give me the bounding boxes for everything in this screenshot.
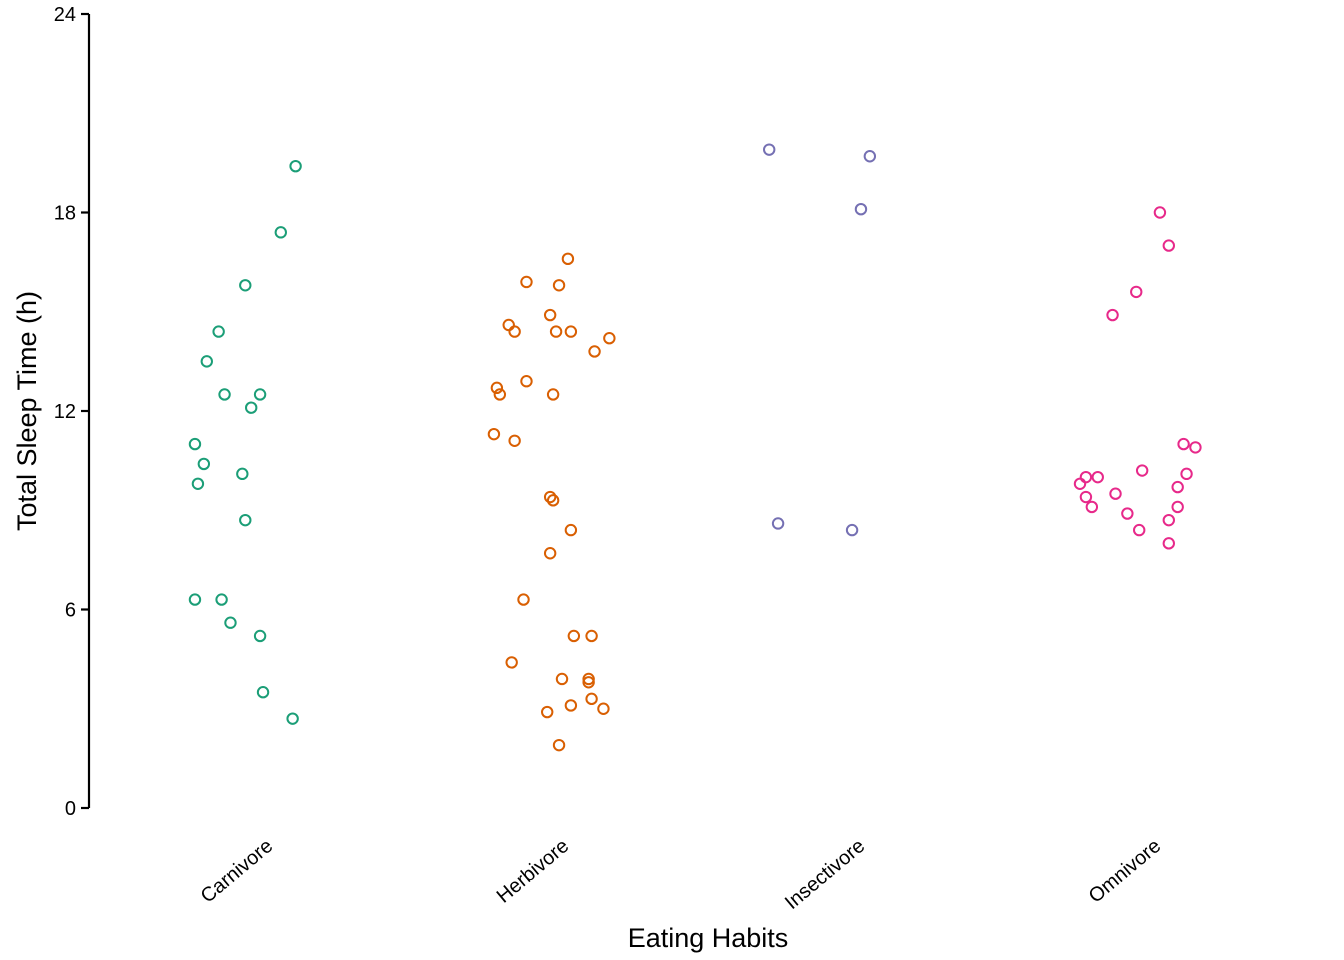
- data-point: [1171, 500, 1184, 514]
- data-point: [493, 388, 507, 401]
- data-point: [549, 325, 563, 338]
- data-point: [854, 202, 868, 216]
- data-point: [845, 523, 859, 537]
- data-point: [543, 547, 557, 560]
- data-point: [1091, 470, 1104, 484]
- data-point: [487, 427, 501, 441]
- data-point: [1106, 308, 1119, 322]
- y-tick-label: 12: [54, 401, 76, 423]
- data-point: [1085, 500, 1099, 514]
- data-point: [555, 672, 569, 686]
- x-axis-title: Eating Habits: [628, 923, 789, 953]
- data-point: [215, 593, 228, 606]
- data-point: [197, 457, 211, 471]
- data-point: [188, 437, 202, 451]
- data-point: [564, 325, 578, 338]
- data-point: [1133, 523, 1146, 537]
- data-point: [771, 517, 785, 530]
- data-point: [239, 279, 252, 292]
- data-point: [552, 279, 566, 292]
- data-point: [582, 676, 595, 689]
- data-point: [1109, 487, 1122, 500]
- data-point: [1177, 437, 1190, 451]
- data-point: [546, 388, 560, 401]
- data-point: [188, 593, 202, 606]
- data-point: [236, 467, 249, 481]
- data-point: [561, 252, 575, 266]
- data-point: [224, 616, 237, 629]
- data-point: [585, 629, 598, 643]
- data-point: [541, 705, 554, 719]
- data-point: [239, 513, 252, 527]
- data-point: [1162, 239, 1176, 252]
- data-point: [1130, 285, 1143, 299]
- y-tick-label: 24: [54, 4, 76, 26]
- data-point: [502, 318, 515, 332]
- y-axis: 0 6 12 18 24: [54, 4, 91, 820]
- data-point: [585, 692, 598, 706]
- data-points: [188, 143, 1202, 752]
- data-point: [863, 150, 877, 163]
- data-point: [517, 593, 530, 606]
- data-point: [567, 629, 581, 643]
- data-point: [552, 738, 566, 752]
- data-point: [508, 434, 521, 447]
- data-point: [218, 388, 231, 401]
- data-point: [289, 159, 302, 173]
- y-tick-label: 0: [65, 798, 76, 820]
- data-point: [253, 388, 267, 401]
- data-point: [245, 401, 258, 414]
- data-point: [490, 381, 504, 395]
- data-point: [200, 355, 214, 368]
- data-point: [1073, 477, 1087, 490]
- data-point: [546, 494, 560, 507]
- data-point: [1121, 507, 1134, 520]
- data-point: [564, 699, 578, 712]
- data-point: [597, 702, 610, 715]
- x-tick-label: Omnivore: [1085, 835, 1166, 908]
- data-point: [212, 325, 225, 338]
- data-point: [508, 325, 521, 338]
- data-point: [543, 490, 557, 504]
- x-tick-label: Insectivore: [781, 835, 869, 914]
- data-point: [1079, 470, 1093, 484]
- y-tick-label: 18: [54, 203, 76, 225]
- data-point: [1180, 467, 1193, 481]
- data-point: [543, 308, 557, 322]
- data-point: [1153, 206, 1167, 219]
- data-point: [286, 712, 299, 725]
- data-point: [274, 226, 287, 239]
- data-point: [1189, 441, 1202, 454]
- data-point: [253, 629, 267, 643]
- x-tick-label: Carnivore: [197, 835, 278, 908]
- data-point: [1162, 537, 1176, 550]
- x-tick-label: Herbivore: [493, 835, 574, 908]
- y-tick-label: 6: [65, 600, 76, 622]
- data-point: [505, 656, 518, 669]
- data-point: [1171, 480, 1184, 494]
- data-point: [588, 345, 601, 358]
- data-point: [256, 686, 270, 699]
- data-point: [1135, 464, 1149, 477]
- data-point: [520, 275, 533, 289]
- data-point: [520, 375, 533, 388]
- data-point: [763, 143, 776, 156]
- data-point: [1079, 490, 1093, 504]
- y-axis-title: Total Sleep Time (h): [12, 291, 42, 531]
- x-axis: Carnivore Herbivore Insectivore Omnivore: [197, 835, 1166, 914]
- data-point: [1162, 513, 1176, 527]
- data-point: [191, 477, 205, 490]
- data-point: [564, 523, 578, 537]
- data-point: [603, 332, 616, 345]
